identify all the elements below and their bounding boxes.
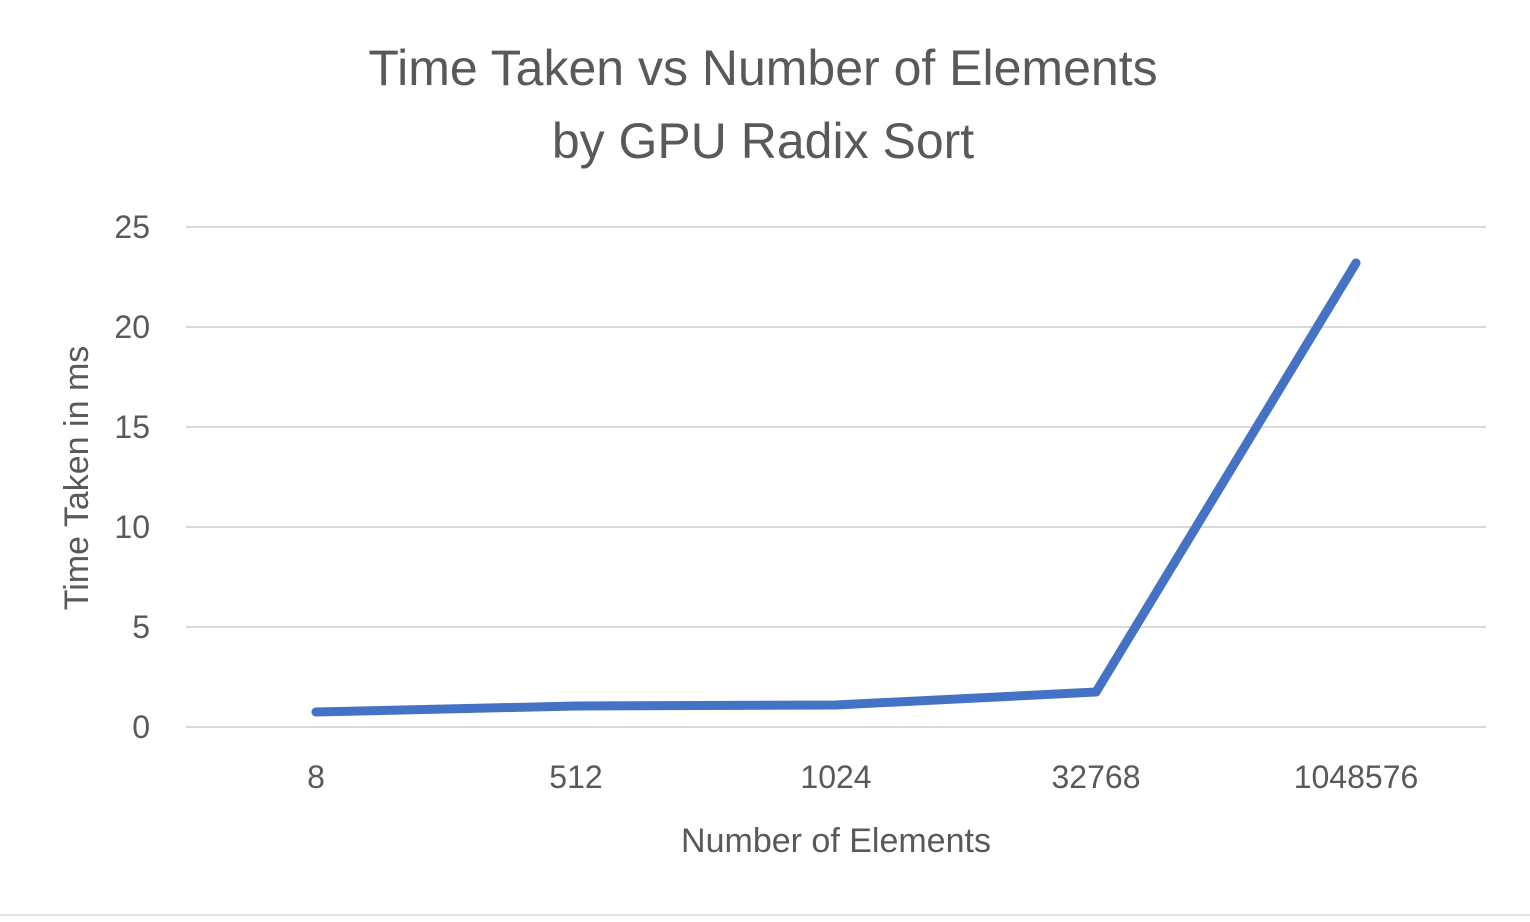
y-tick-label: 20 [114, 309, 150, 345]
x-axis-tick-labels: 8 512 1024 32768 1048576 [307, 759, 1418, 795]
chart-title-line-1: Time Taken vs Number of Elements [368, 40, 1157, 96]
chart-title-line-2: by GPU Radix Sort [552, 113, 974, 169]
series-lines [311, 258, 1361, 717]
x-tick-label: 512 [549, 759, 602, 795]
y-axis-tick-labels: 0 5 10 15 20 25 [114, 209, 150, 745]
gridlines [186, 226, 1486, 728]
y-tick-label: 25 [114, 209, 150, 245]
series-line-0 [311, 258, 1361, 717]
data-point [311, 707, 321, 717]
x-tick-label: 8 [307, 759, 325, 795]
data-point [1351, 258, 1361, 268]
x-tick-label: 32768 [1052, 759, 1141, 795]
x-axis-title: Number of Elements [681, 822, 991, 860]
bottom-divider [0, 914, 1530, 916]
y-tick-label: 5 [132, 609, 150, 645]
chart-title: Time Taken vs Number of Elements by GPU … [368, 40, 1157, 169]
y-axis-title: Time Taken in ms [58, 346, 96, 611]
y-tick-label: 15 [114, 409, 150, 445]
y-tick-label: 0 [132, 709, 150, 745]
data-point [1091, 687, 1101, 697]
data-point [571, 701, 581, 711]
x-tick-label: 1048576 [1294, 759, 1419, 795]
y-tick-label: 10 [114, 509, 150, 545]
data-point [831, 700, 841, 710]
x-tick-label: 1024 [800, 759, 871, 795]
